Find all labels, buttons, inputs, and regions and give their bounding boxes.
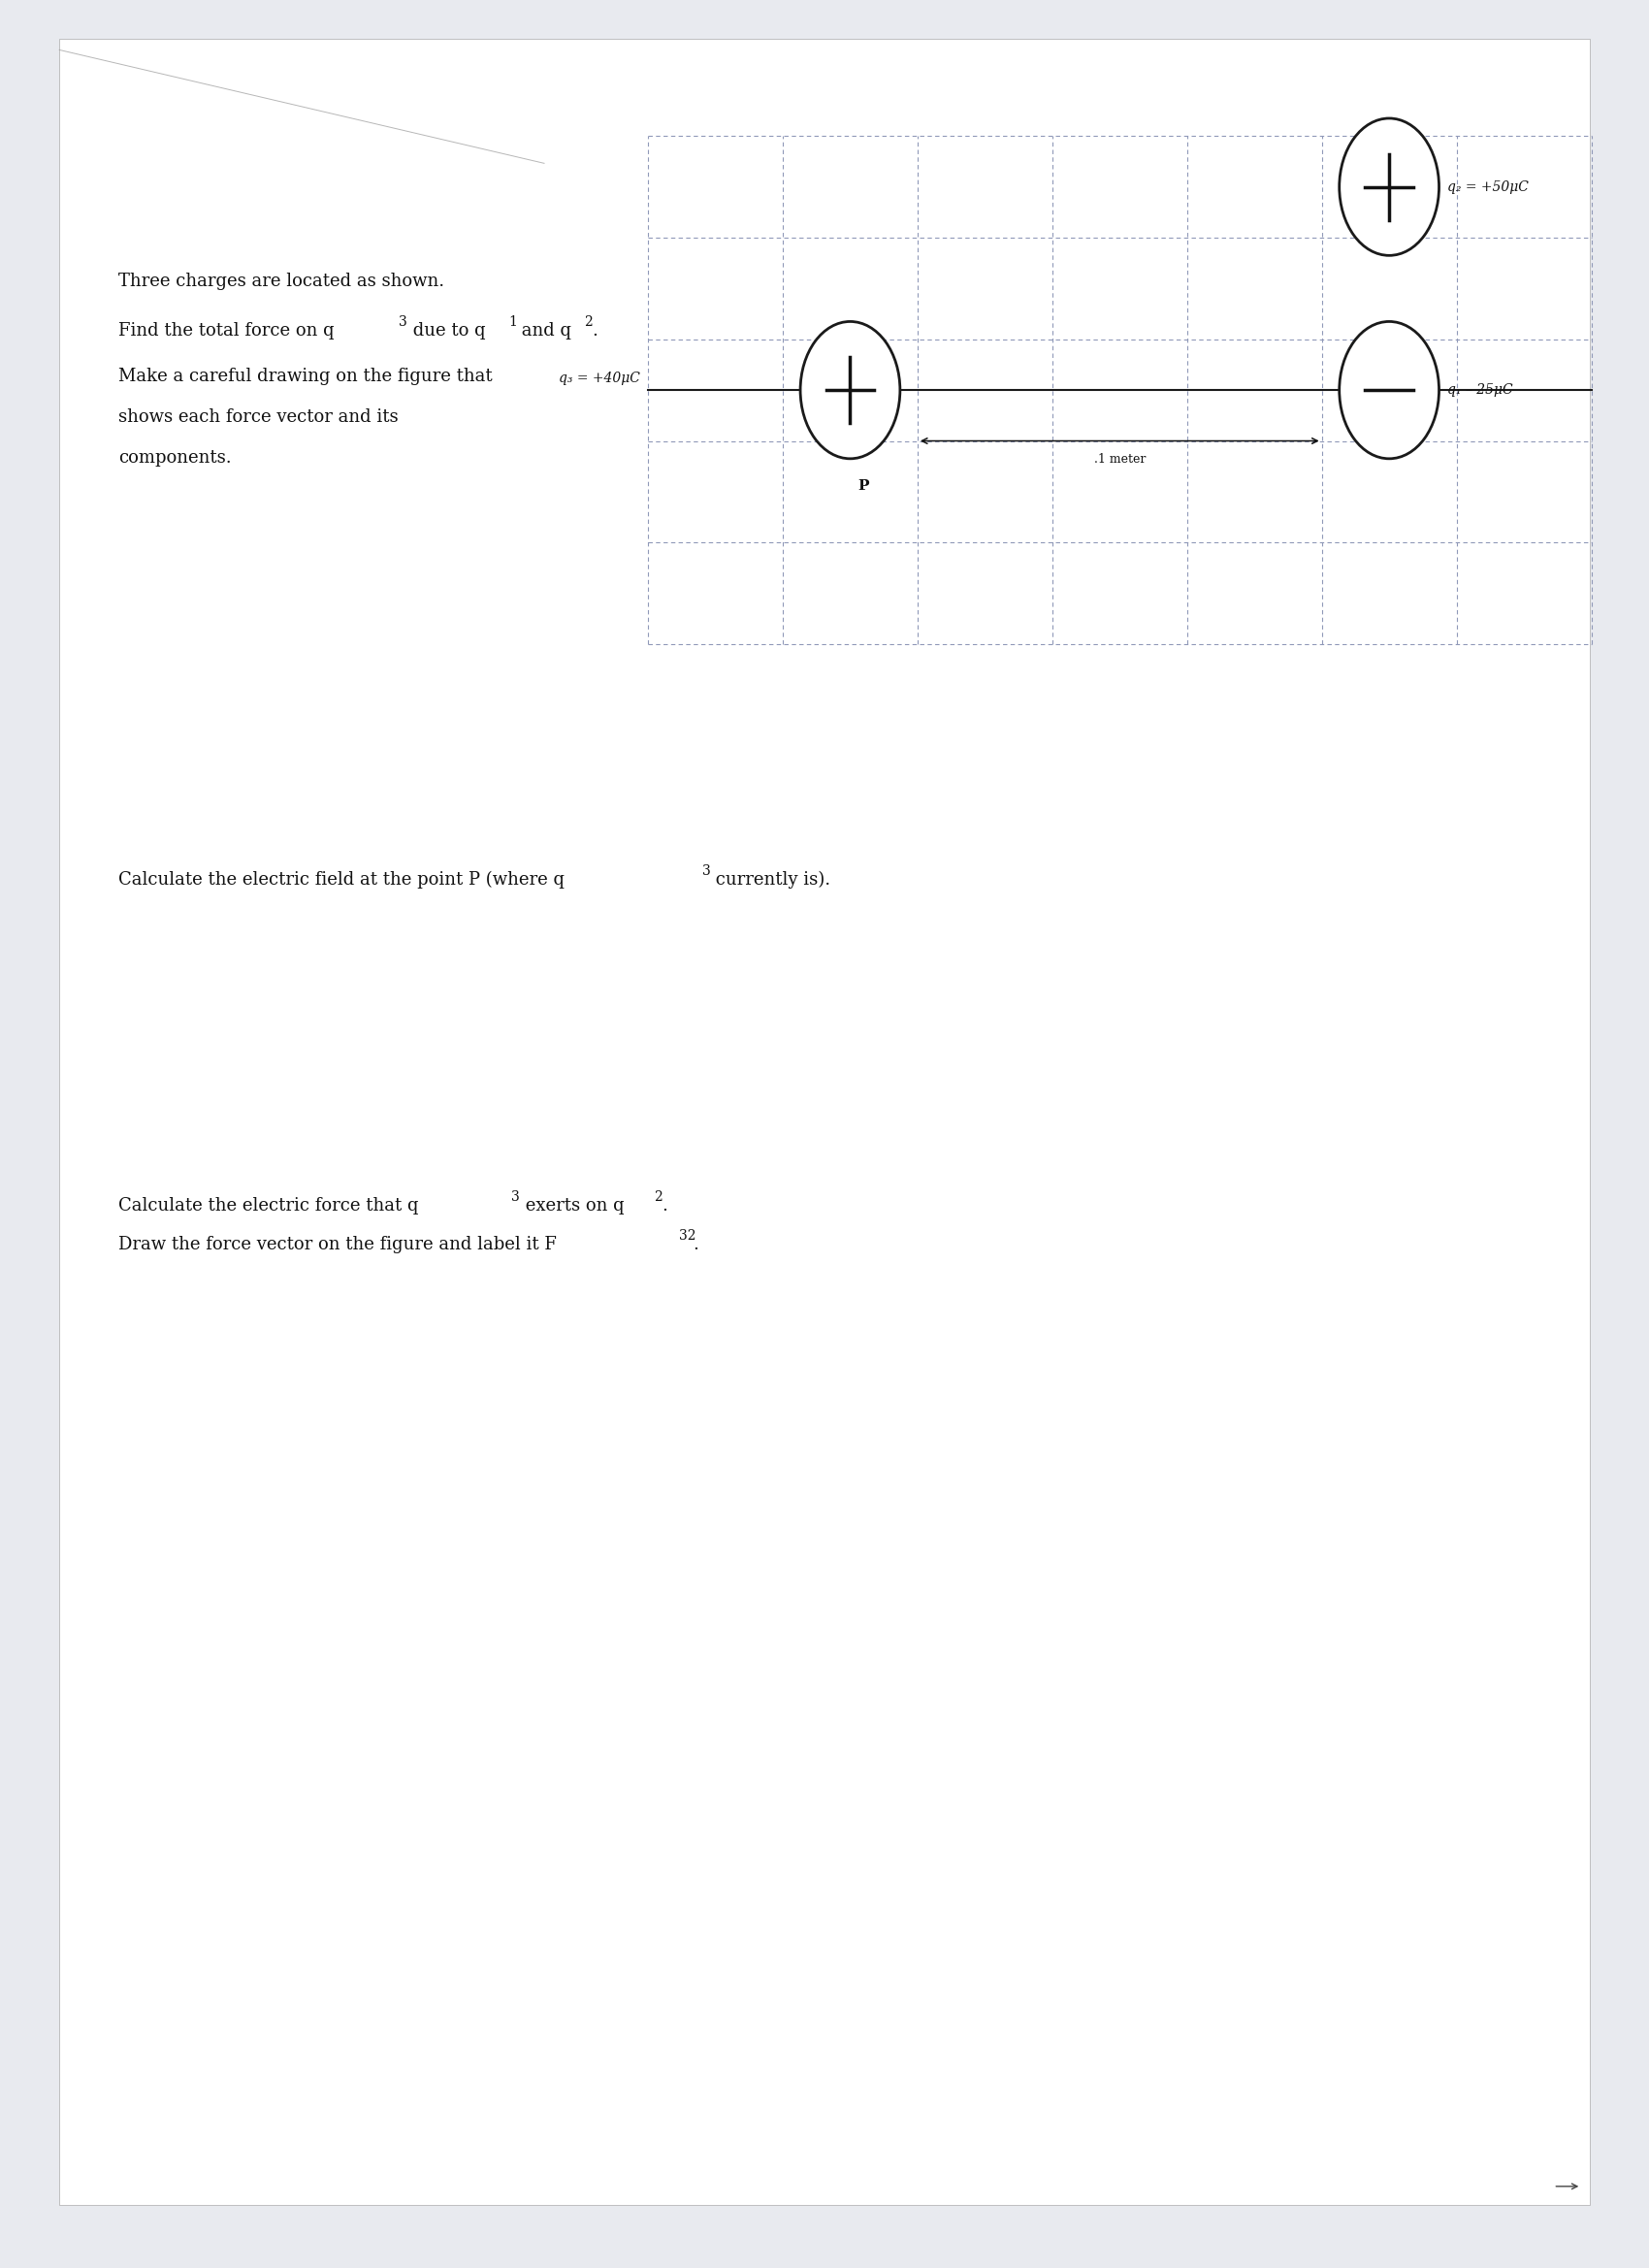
Text: .: . — [693, 1236, 698, 1254]
Text: 1: 1 — [508, 315, 516, 329]
Text: q₁ – 25μC: q₁ – 25μC — [1448, 383, 1512, 397]
Text: P: P — [857, 479, 869, 492]
Text: currently is).: currently is). — [711, 871, 831, 889]
Text: Draw the force vector on the figure and label it F: Draw the force vector on the figure and … — [119, 1236, 557, 1254]
Text: 3: 3 — [702, 864, 711, 878]
Text: 32: 32 — [679, 1229, 696, 1243]
Text: Three charges are located as shown.: Three charges are located as shown. — [119, 272, 445, 290]
Text: components.: components. — [119, 449, 233, 467]
Circle shape — [800, 322, 900, 458]
Text: q₂ = +50μC: q₂ = +50μC — [1448, 179, 1529, 193]
Circle shape — [1339, 322, 1440, 458]
Text: Make a careful drawing on the figure that: Make a careful drawing on the figure tha… — [119, 367, 493, 386]
Text: Find the total force on q: Find the total force on q — [119, 322, 335, 340]
FancyBboxPatch shape — [59, 39, 1590, 2204]
Text: Calculate the electric field at the point P (where q: Calculate the electric field at the poin… — [119, 871, 566, 889]
Text: .1 meter: .1 meter — [1093, 454, 1146, 465]
Text: .: . — [592, 322, 597, 340]
Text: shows each force vector and its: shows each force vector and its — [119, 408, 399, 426]
Text: .: . — [663, 1198, 668, 1216]
Text: exerts on q: exerts on q — [519, 1198, 623, 1216]
Text: 2: 2 — [584, 315, 592, 329]
Text: 3: 3 — [399, 315, 407, 329]
Circle shape — [1339, 118, 1440, 256]
Text: q₃ = +40μC: q₃ = +40μC — [559, 372, 640, 386]
Text: 3: 3 — [511, 1191, 519, 1204]
Text: due to q: due to q — [407, 322, 485, 340]
Text: 2: 2 — [655, 1191, 663, 1204]
Text: Calculate the electric force that q: Calculate the electric force that q — [119, 1198, 419, 1216]
Text: and q: and q — [516, 322, 572, 340]
